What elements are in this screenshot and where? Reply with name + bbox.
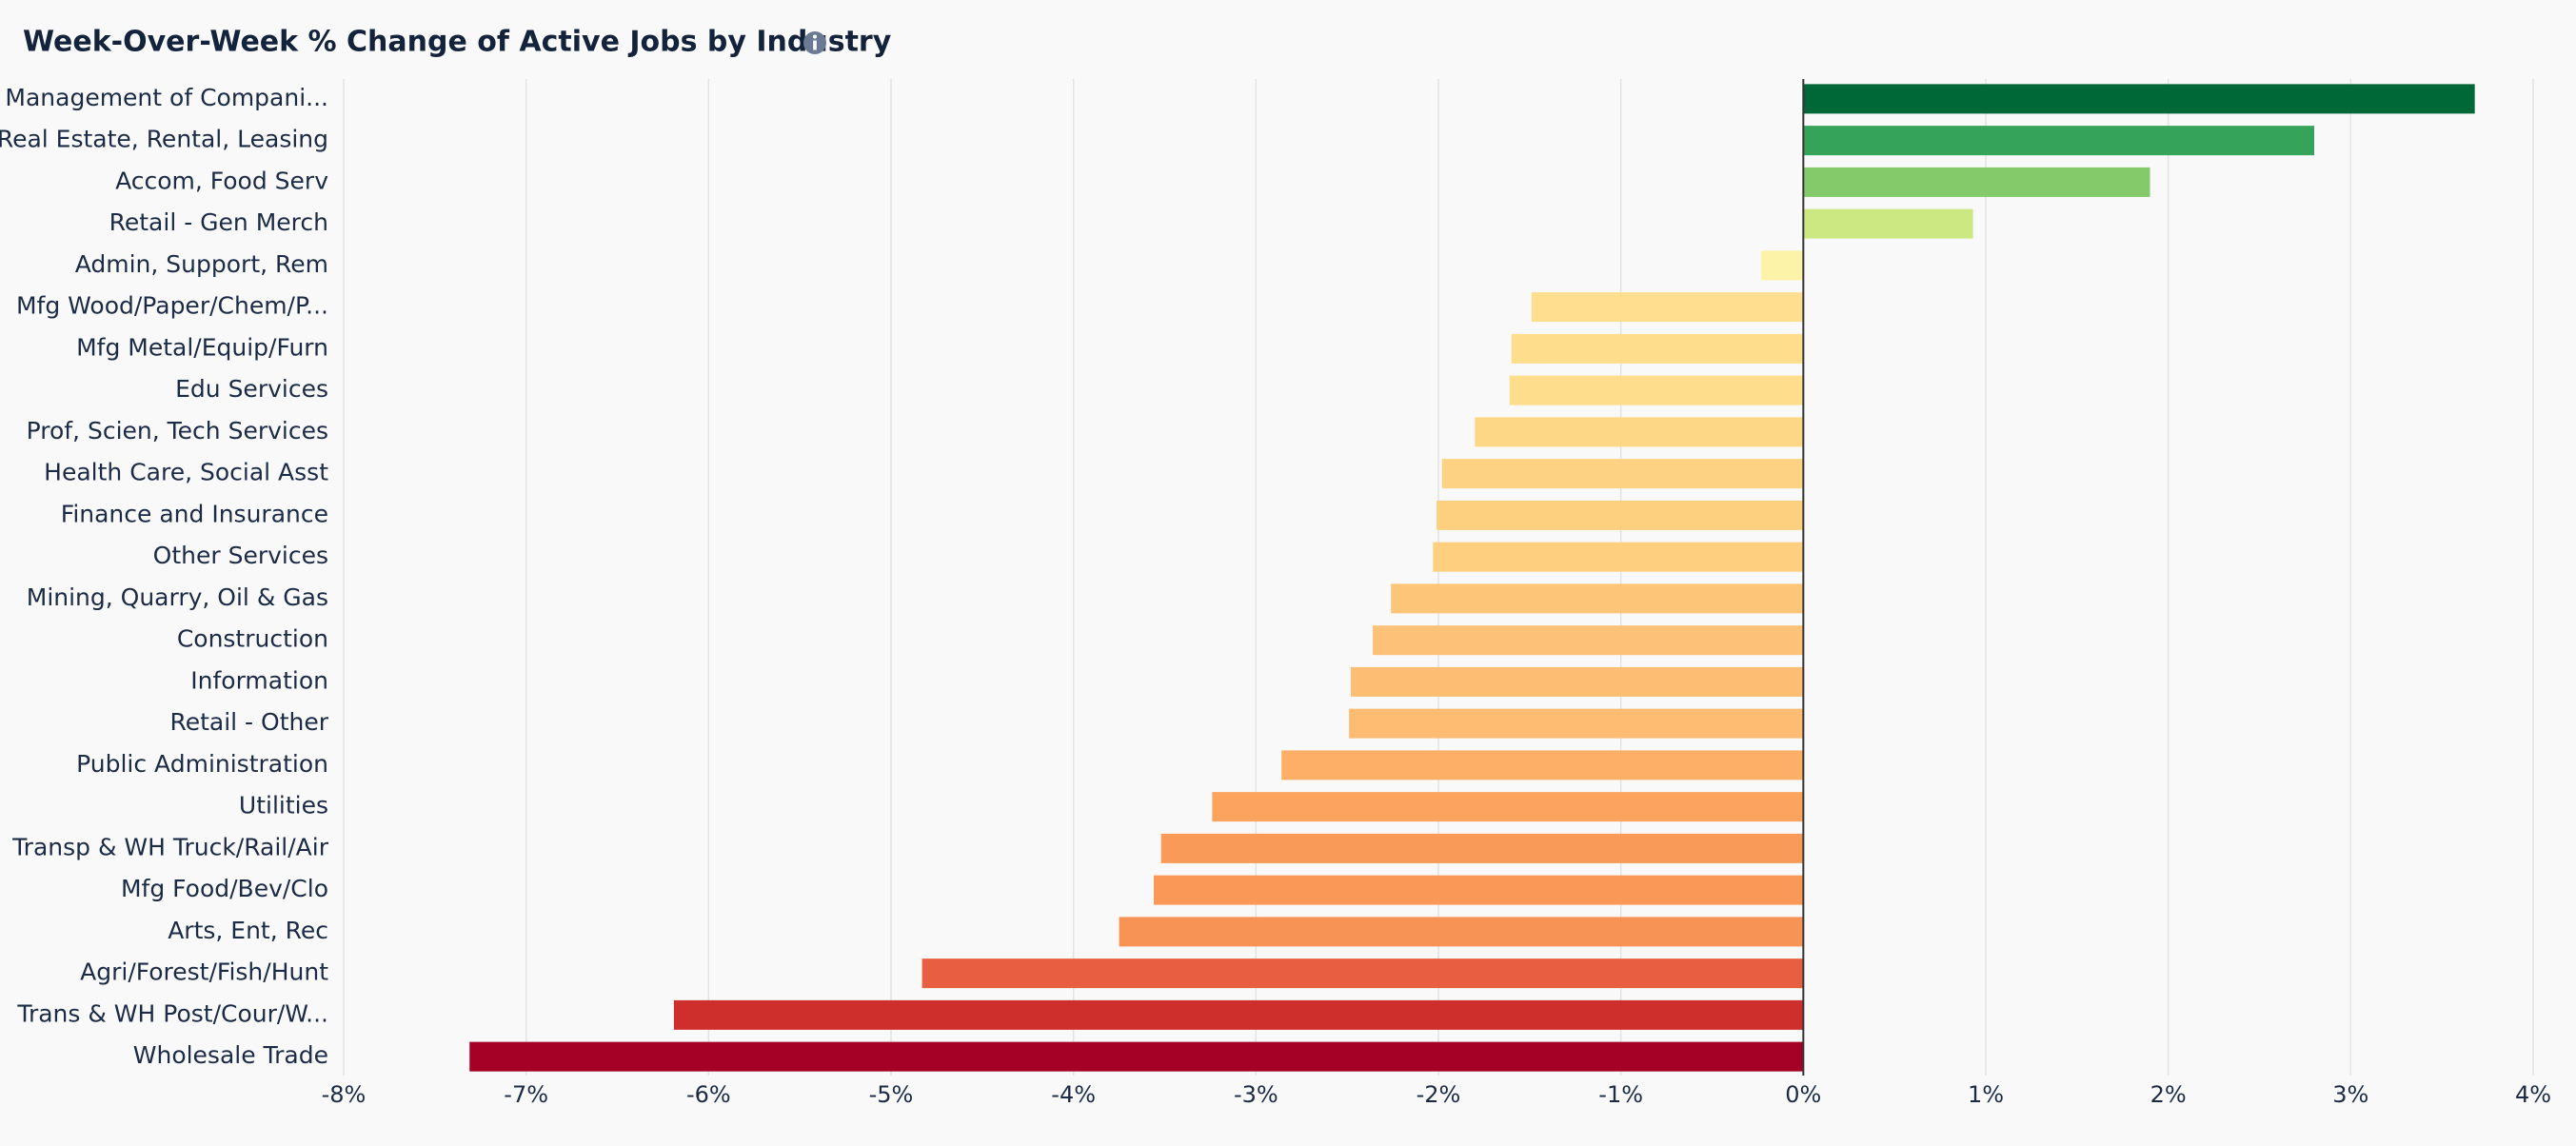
y-category-label: Real Estate, Rental, Leasing [0, 126, 328, 153]
y-category-label: Accom, Food Serv [115, 167, 328, 194]
x-tick-label: -1% [1598, 1081, 1643, 1108]
bar [1391, 583, 1804, 614]
y-category-label: Mfg Metal/Equip/Furn [76, 333, 328, 361]
bar [1511, 333, 1804, 364]
y-category-label: Mining, Quarry, Oil & Gas [27, 583, 328, 611]
x-tick-label: -8% [322, 1081, 367, 1108]
bar [1212, 792, 1804, 822]
bar [1351, 666, 1804, 697]
bar [1803, 208, 1973, 239]
bar [1281, 750, 1804, 780]
y-category-label: Management of Compani... [5, 84, 328, 111]
y-category-label: Retail - Gen Merch [109, 208, 328, 236]
bar [1160, 833, 1804, 863]
x-tick-label: 0% [1785, 1081, 1821, 1108]
y-category-label: Prof, Scien, Tech Services [27, 417, 328, 445]
bar [1437, 500, 1804, 530]
bar [1373, 625, 1804, 656]
y-category-label: Construction [177, 625, 328, 653]
info-icon[interactable] [803, 31, 826, 54]
bar [469, 1041, 1804, 1072]
x-tick-label: 1% [1968, 1081, 2004, 1108]
bar [1803, 167, 2150, 197]
bar [1803, 126, 2314, 156]
bar [1803, 84, 2475, 114]
y-category-label: Mfg Food/Bev/Clo [121, 875, 328, 902]
bar [1119, 917, 1804, 947]
x-tick-label: -6% [686, 1081, 731, 1108]
bar [1349, 708, 1804, 739]
y-category-label: Mfg Wood/Paper/Chem/P... [16, 292, 328, 320]
bar [921, 958, 1804, 989]
chart-title: Week-Over-Week % Change of Active Jobs b… [23, 26, 892, 59]
bar [1433, 542, 1804, 572]
bar [1531, 292, 1804, 323]
x-tick-label: 3% [2332, 1081, 2368, 1108]
y-category-label: Other Services [153, 542, 328, 569]
bar [1475, 417, 1804, 447]
y-category-label: Transp & WH Truck/Rail/Air [11, 833, 329, 860]
y-category-label: Arts, Ent, Rec [168, 917, 328, 944]
x-tick-label: 4% [2515, 1081, 2551, 1108]
x-tick-label: -3% [1234, 1081, 1278, 1108]
y-category-label: Utilities [239, 792, 328, 820]
y-category-label: Edu Services [175, 375, 328, 403]
x-tick-label: -7% [504, 1081, 548, 1108]
bar [1441, 459, 1804, 489]
bar [1154, 875, 1804, 905]
bar [1761, 250, 1804, 281]
x-tick-label: -4% [1051, 1081, 1096, 1108]
y-category-label: Finance and Insurance [61, 500, 328, 527]
y-category-label: Retail - Other [169, 708, 328, 736]
y-category-label: Admin, Support, Rem [75, 250, 328, 278]
bar [1509, 375, 1804, 405]
y-category-label: Wholesale Trade [133, 1041, 328, 1069]
y-category-label: Public Administration [76, 750, 328, 778]
y-category-label: Agri/Forest/Fish/Hunt [80, 958, 328, 986]
info-icon-stem [813, 40, 817, 50]
x-tick-label: -2% [1417, 1081, 1461, 1108]
x-tick-label: -5% [869, 1081, 914, 1108]
info-icon-dot [813, 34, 817, 39]
y-category-label: Information [190, 666, 328, 694]
x-tick-label: 2% [2150, 1081, 2187, 1108]
bar [673, 999, 1804, 1030]
y-category-label: Health Care, Social Asst [44, 459, 328, 486]
y-category-label: Trans & WH Post/Cour/W... [16, 999, 328, 1027]
